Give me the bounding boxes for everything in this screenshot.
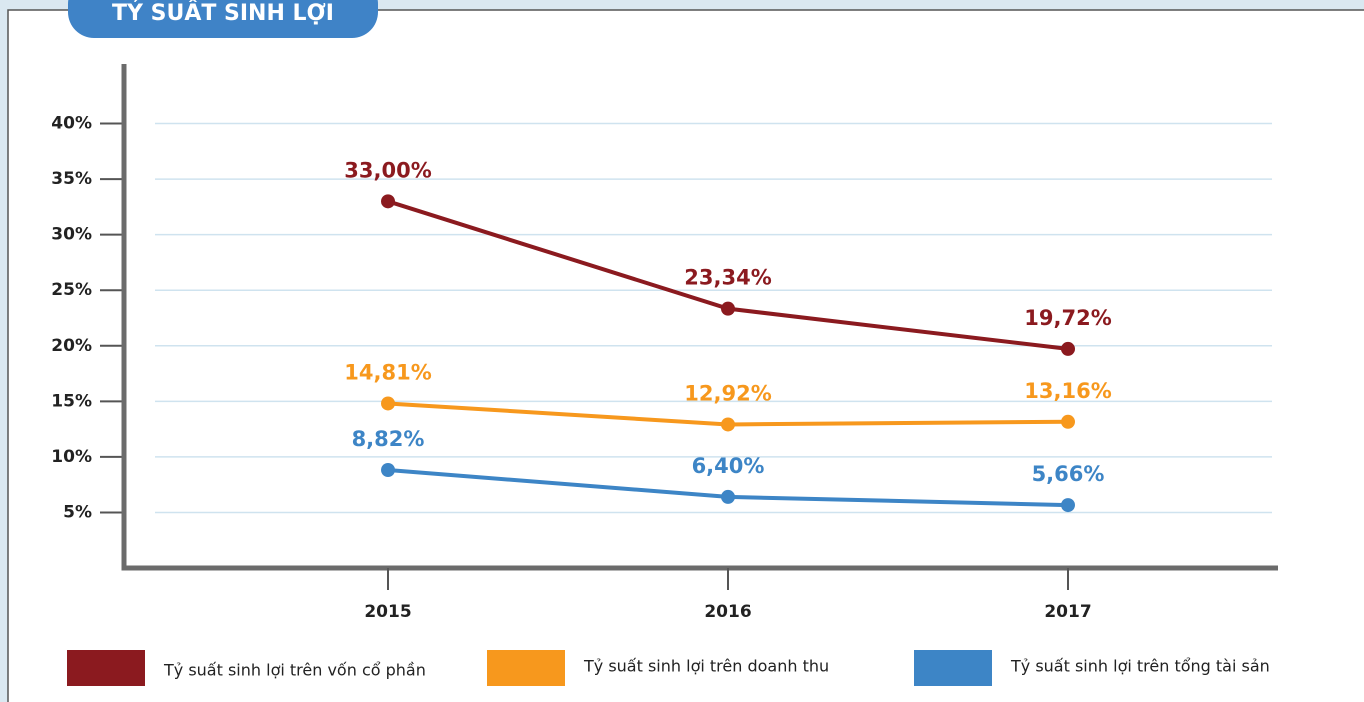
x-tick-label: 2015	[364, 602, 411, 622]
point	[721, 417, 735, 432]
title-tab	[68, 0, 378, 38]
x-tick-label: 2016	[704, 602, 751, 622]
legend-swatch	[67, 650, 145, 686]
y-tick-label: 40%	[51, 114, 92, 134]
y-tick-label: 15%	[51, 391, 92, 411]
y-tick-label: 25%	[51, 280, 92, 300]
data-label: 8,82%	[352, 427, 425, 451]
data-label: 5,66%	[1032, 462, 1105, 486]
point	[381, 463, 395, 477]
legend-swatch	[914, 650, 992, 686]
data-label: 33,00%	[344, 158, 431, 182]
legend-label: Tỷ suất sinh lợi trên doanh thu	[583, 657, 829, 676]
point	[721, 301, 735, 316]
y-tick-label: 5%	[63, 502, 92, 522]
y-tick-label: 35%	[51, 169, 92, 189]
data-label: 13,16%	[1024, 379, 1111, 403]
point	[1061, 341, 1075, 356]
data-label: 14,81%	[344, 360, 431, 384]
data-label: 19,72%	[1024, 306, 1111, 330]
data-label: 12,92%	[684, 381, 771, 405]
axis	[121, 64, 1278, 571]
point	[721, 489, 735, 504]
point	[381, 194, 395, 209]
y-tick-label: 20%	[51, 336, 92, 356]
legend-label: Tỷ suất sinh lợi trên vốn cổ phần	[163, 661, 426, 680]
y-tick-label: 30%	[51, 225, 92, 245]
point	[381, 396, 395, 411]
y-tick-label: 10%	[51, 447, 92, 467]
chart-title: TỶ SUẤT SINH LỢI	[112, 0, 334, 26]
point	[1061, 414, 1075, 429]
x-tick-label: 2017	[1044, 602, 1091, 622]
panel	[7, 9, 1364, 702]
data-label: 6,40%	[692, 454, 765, 478]
point	[1061, 498, 1075, 513]
data-label: 23,34%	[684, 266, 771, 290]
legend-label: Tỷ suất sinh lợi trên tổng tài sản	[1010, 657, 1270, 676]
legend-swatch	[487, 650, 565, 686]
